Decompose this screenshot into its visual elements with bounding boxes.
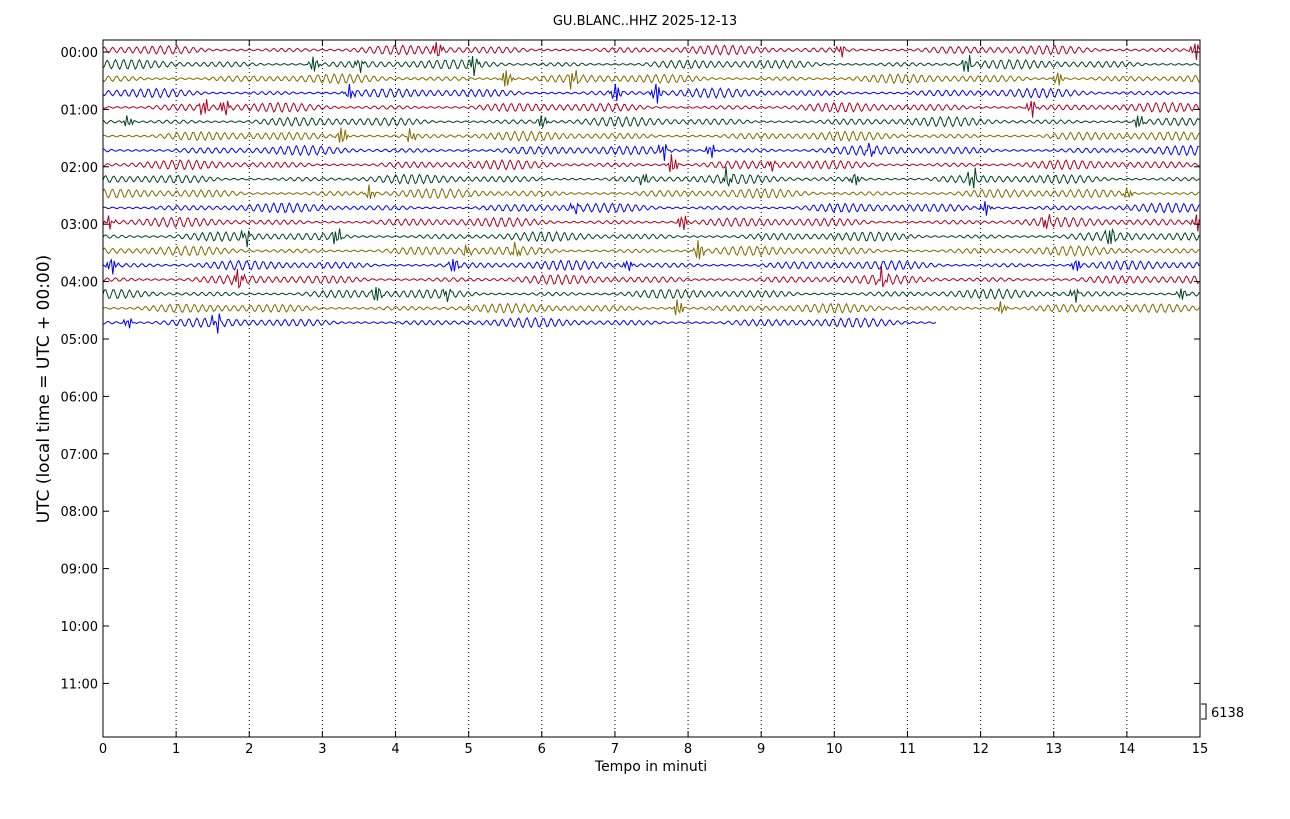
x-tick-label: 10 — [826, 742, 843, 757]
trace-line — [102, 287, 1200, 303]
trace-line — [102, 201, 1200, 216]
y-tick-label: 04:00 — [61, 276, 98, 291]
y-tick-label: 03:00 — [61, 218, 98, 233]
plot-frame — [102, 39, 1201, 738]
trace-line — [102, 41, 1200, 61]
trace-line — [102, 166, 1200, 189]
x-axis: 0 1 2 3 4 5 6 7 8 9 10 11 12 13 14 15 — [99, 40, 1208, 757]
y-tick-label: 05:00 — [61, 333, 98, 348]
x-tick-label: 7 — [611, 742, 619, 757]
trace-line — [102, 99, 1200, 118]
seismic-traces — [102, 41, 1200, 334]
trace-line — [102, 240, 1200, 260]
y-tick-label: 06:00 — [61, 390, 98, 405]
y-tick-label: 09:00 — [61, 563, 98, 578]
chart-title: GU.BLANC..HHZ 2025-12-13 — [553, 14, 737, 29]
y-tick-label: 00:00 — [61, 46, 98, 61]
x-tick-label: 6 — [538, 742, 546, 757]
trace-line — [102, 69, 1200, 90]
scale-bracket — [1201, 703, 1207, 720]
trace-line — [102, 258, 1200, 275]
trace-line — [102, 154, 1200, 173]
x-tick-label: 1 — [172, 742, 180, 757]
x-tick-label: 8 — [684, 742, 692, 757]
x-tick-label: 9 — [757, 742, 765, 757]
x-tick-label: 2 — [245, 742, 253, 757]
trace-line — [102, 299, 1200, 316]
y-axis: 00:00 01:00 02:00 03:00 04:00 05:00 06:00 07:00… — [61, 46, 1200, 692]
x-axis-label: Tempo in minuti — [594, 759, 707, 775]
trace-line — [102, 54, 1200, 77]
y-tick-label: 11:00 — [61, 677, 98, 692]
x-tick-label: 5 — [465, 742, 473, 757]
x-tick-label: 3 — [318, 742, 326, 757]
trace-line — [102, 142, 1200, 162]
y-axis-label: UTC (local time = UTC + 00:00) — [34, 255, 54, 524]
y-tick-label: 07:00 — [61, 448, 98, 463]
grid-lines — [175, 40, 1128, 737]
x-tick-label: 15 — [1192, 742, 1209, 757]
y-tick-label: 08:00 — [61, 505, 98, 520]
x-tick-label: 11 — [899, 742, 916, 757]
x-tick-label: 13 — [1045, 742, 1062, 757]
trace-line — [102, 184, 1200, 200]
scale-bar: 6138 — [1201, 703, 1244, 721]
y-tick-label: 02:00 — [61, 161, 98, 176]
x-tick-label: 12 — [972, 742, 989, 757]
x-tick-label: 14 — [1119, 742, 1136, 757]
trace-line — [102, 214, 1200, 232]
trace-line — [102, 115, 1200, 128]
x-tick-label: 0 — [99, 742, 107, 757]
x-tick-label: 4 — [391, 742, 399, 757]
trace-line — [102, 83, 1200, 104]
trace-line — [102, 227, 1200, 248]
y-tick-label: 01:00 — [61, 103, 98, 118]
trace-line — [102, 265, 1200, 289]
y-tick-label: 10:00 — [61, 620, 98, 635]
trace-line — [102, 313, 937, 334]
scale-label: 6138 — [1211, 706, 1244, 721]
trace-line — [102, 127, 1200, 143]
